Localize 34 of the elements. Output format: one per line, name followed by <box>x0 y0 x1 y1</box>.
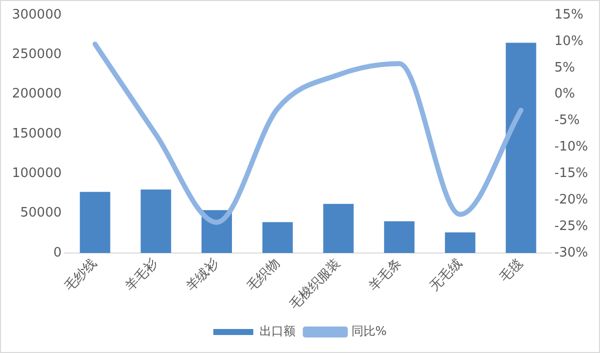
y2-tick-label: -25% <box>554 218 588 234</box>
legend-label: 同比% <box>351 324 387 338</box>
bar <box>323 204 354 254</box>
x-tick-label: 毛纱线 <box>62 256 100 294</box>
x-tick-label: 羊毛衫 <box>122 256 162 294</box>
bar <box>506 42 536 254</box>
bar <box>80 192 110 254</box>
y2-tick-label: 10% <box>554 34 584 49</box>
x-tick-label: 羊绒衫 <box>184 256 222 294</box>
y2-tick-label: -20% <box>554 192 588 208</box>
bar <box>444 232 476 254</box>
x-tick-label: 毛织物 <box>244 256 283 294</box>
y2-tick-label: 0% <box>554 86 576 102</box>
y-tick-label: 150000 <box>12 126 62 142</box>
y2-tick-label: -10% <box>554 140 588 155</box>
y2-tick-label: -15% <box>554 166 588 182</box>
y-tick-label: 250000 <box>12 47 62 62</box>
y2-tick-label: 5% <box>554 60 576 76</box>
x-tick-label: 无毛绒 <box>427 256 466 294</box>
y-tick-label: 50000 <box>20 206 62 221</box>
y-tick-label: 300000 <box>12 7 62 22</box>
x-tick-label: 毛梭织服装 <box>287 256 344 313</box>
y2-tick-label: -30% <box>554 245 588 260</box>
bar <box>140 190 172 254</box>
y-tick-label: 100000 <box>12 166 62 182</box>
legend-label: 出口额 <box>259 324 296 338</box>
y-tick-label: 0 <box>53 245 62 260</box>
y-tick-label: 200000 <box>12 86 62 102</box>
y2-tick-label: -5% <box>554 113 580 128</box>
bar <box>262 222 293 254</box>
x-tick-label: 毛毯 <box>497 256 526 286</box>
x-tick-label: 羊毛条 <box>366 256 405 294</box>
bar <box>384 221 415 254</box>
y2-tick-label: 15% <box>554 7 584 22</box>
